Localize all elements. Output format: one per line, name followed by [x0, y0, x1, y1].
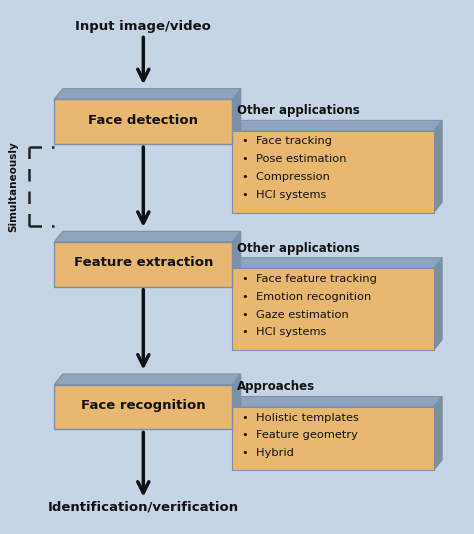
Polygon shape: [55, 231, 241, 242]
Text: Approaches: Approaches: [237, 380, 315, 394]
Polygon shape: [55, 89, 241, 99]
Text: Face detection: Face detection: [88, 114, 198, 127]
Text: •  Face tracking: • Face tracking: [242, 137, 332, 146]
Text: Identification/verification: Identification/verification: [48, 501, 239, 514]
FancyBboxPatch shape: [55, 242, 232, 287]
Text: Input image/video: Input image/video: [75, 20, 211, 33]
FancyBboxPatch shape: [232, 131, 434, 213]
Text: •  Pose estimation: • Pose estimation: [242, 154, 346, 164]
Text: •  HCI systems: • HCI systems: [242, 327, 326, 337]
FancyBboxPatch shape: [232, 407, 434, 470]
Text: •  Face feature tracking: • Face feature tracking: [242, 274, 376, 284]
Text: •  Feature geometry: • Feature geometry: [242, 430, 357, 440]
Polygon shape: [232, 374, 241, 429]
Polygon shape: [232, 120, 442, 131]
Text: •  Holistic templates: • Holistic templates: [242, 413, 358, 422]
Polygon shape: [434, 396, 442, 470]
FancyBboxPatch shape: [55, 384, 232, 429]
Text: •  Emotion recognition: • Emotion recognition: [242, 292, 371, 302]
Polygon shape: [232, 231, 241, 287]
Polygon shape: [232, 89, 241, 144]
FancyBboxPatch shape: [232, 268, 434, 350]
Polygon shape: [55, 374, 241, 384]
Text: •  Gaze estimation: • Gaze estimation: [242, 310, 348, 319]
Text: •  Compression: • Compression: [242, 172, 329, 182]
Polygon shape: [434, 120, 442, 213]
Polygon shape: [434, 258, 442, 350]
Text: •  Hybrid: • Hybrid: [242, 448, 293, 458]
Polygon shape: [232, 396, 442, 407]
Text: Simultaneously: Simultaneously: [8, 141, 18, 232]
Text: Other applications: Other applications: [237, 104, 360, 117]
Polygon shape: [232, 258, 442, 268]
FancyBboxPatch shape: [55, 99, 232, 144]
Text: •  HCI systems: • HCI systems: [242, 190, 326, 200]
Text: Feature extraction: Feature extraction: [73, 256, 213, 269]
Text: Other applications: Other applications: [237, 242, 360, 255]
Text: Face recognition: Face recognition: [81, 399, 206, 412]
